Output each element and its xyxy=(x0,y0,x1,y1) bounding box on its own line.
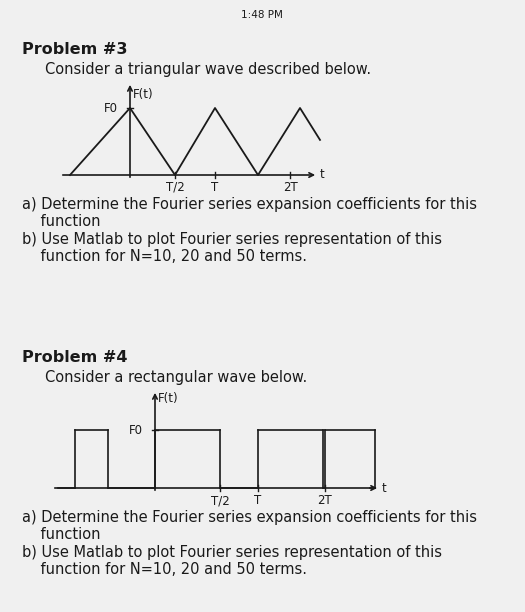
Text: Problem #4: Problem #4 xyxy=(22,350,128,365)
Text: T: T xyxy=(255,494,261,507)
Text: function for N=10, 20 and 50 terms.: function for N=10, 20 and 50 terms. xyxy=(22,562,307,577)
Text: function: function xyxy=(22,214,100,229)
Text: Consider a triangular wave described below.: Consider a triangular wave described bel… xyxy=(45,62,371,77)
Text: F(t): F(t) xyxy=(158,392,179,405)
Text: F0: F0 xyxy=(104,102,118,114)
Text: T/2: T/2 xyxy=(211,494,229,507)
Text: F0: F0 xyxy=(129,424,143,436)
Text: Consider a rectangular wave below.: Consider a rectangular wave below. xyxy=(45,370,307,385)
Text: t: t xyxy=(382,482,387,494)
Text: a) Determine the Fourier series expansion coefficients for this: a) Determine the Fourier series expansio… xyxy=(22,197,477,212)
Text: t: t xyxy=(320,168,325,182)
Text: 2T: 2T xyxy=(318,494,332,507)
Text: b) Use Matlab to plot Fourier series representation of this: b) Use Matlab to plot Fourier series rep… xyxy=(22,545,442,560)
Text: F(t): F(t) xyxy=(133,88,154,101)
Text: 2T: 2T xyxy=(282,181,297,194)
Text: a) Determine the Fourier series expansion coefficients for this: a) Determine the Fourier series expansio… xyxy=(22,510,477,525)
Text: T: T xyxy=(212,181,218,194)
Text: b) Use Matlab to plot Fourier series representation of this: b) Use Matlab to plot Fourier series rep… xyxy=(22,232,442,247)
Text: Problem #3: Problem #3 xyxy=(22,42,128,57)
Text: function: function xyxy=(22,527,100,542)
Text: 1:48 PM: 1:48 PM xyxy=(241,10,283,20)
Text: function for N=10, 20 and 50 terms.: function for N=10, 20 and 50 terms. xyxy=(22,249,307,264)
Text: T/2: T/2 xyxy=(165,181,184,194)
